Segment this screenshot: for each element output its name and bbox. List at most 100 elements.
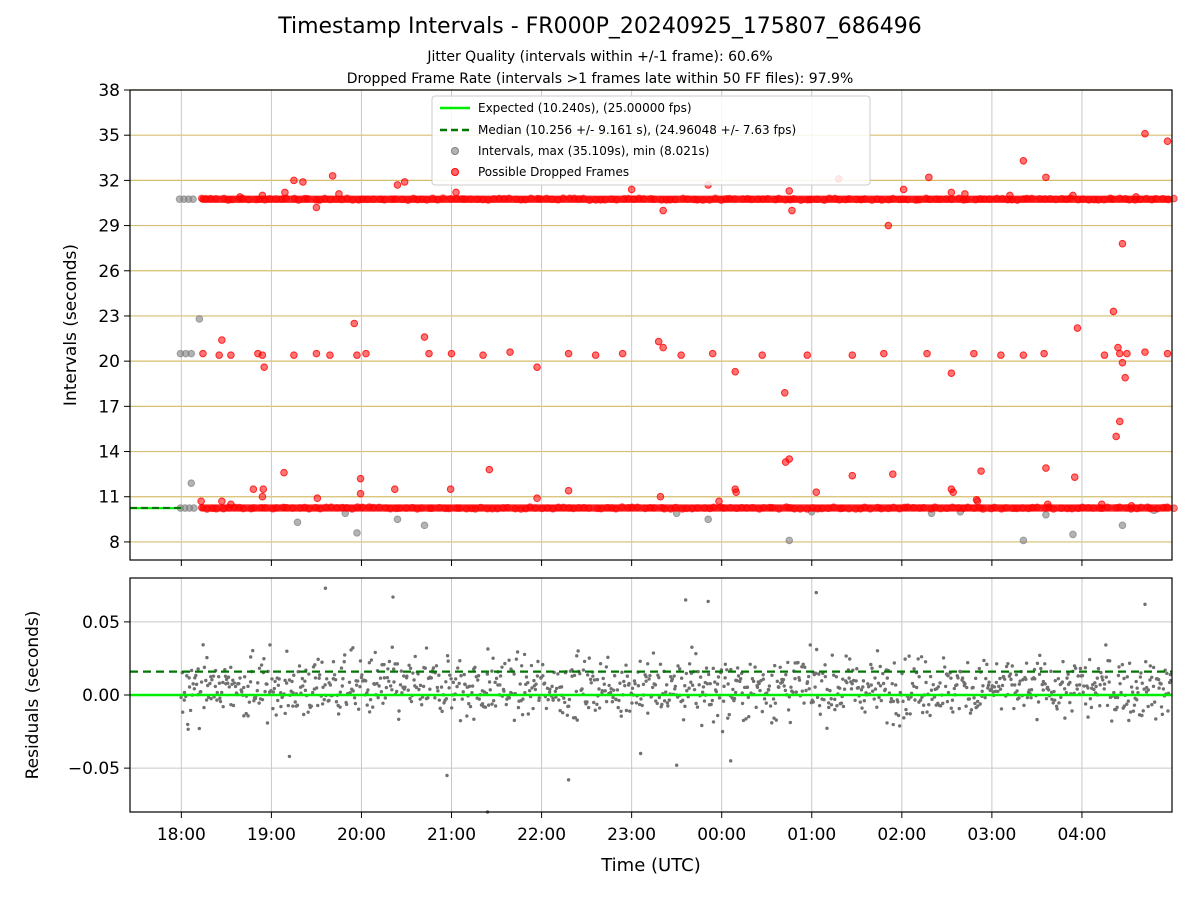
residual-point xyxy=(320,660,324,664)
interval-point xyxy=(1019,536,1028,545)
residual-point xyxy=(797,678,802,682)
residual-point xyxy=(440,709,444,714)
residual-point xyxy=(597,706,602,710)
residual-point xyxy=(690,645,694,649)
residual-point xyxy=(918,698,923,702)
residual-point xyxy=(360,673,364,677)
residual-point xyxy=(574,689,578,694)
residual-point xyxy=(347,680,352,684)
band-point xyxy=(1027,194,1036,203)
band-point xyxy=(527,194,535,203)
band-point xyxy=(774,194,783,203)
residual-point xyxy=(651,651,656,655)
residual-point xyxy=(1115,705,1119,710)
band-point xyxy=(612,196,621,204)
intervals-y-tick-label: 23 xyxy=(98,307,120,327)
residual-point xyxy=(532,678,536,683)
band-point xyxy=(948,503,957,512)
residual-point xyxy=(365,691,369,695)
dropped-frame-point xyxy=(715,497,723,506)
residual-point xyxy=(595,702,599,707)
residual-point xyxy=(814,671,818,675)
dropped-frame-point xyxy=(479,351,487,359)
band-point xyxy=(427,504,436,513)
residual-point xyxy=(696,669,700,674)
dropped-frame-point xyxy=(1100,351,1109,359)
residual-point xyxy=(1060,680,1065,684)
interval-point xyxy=(704,515,712,524)
residual-point xyxy=(470,691,474,695)
residual-point xyxy=(378,676,383,680)
dropped-frame-point xyxy=(899,185,908,194)
residual-point xyxy=(325,677,329,681)
residual-point xyxy=(1080,673,1085,678)
residual-point xyxy=(1063,716,1067,720)
residual-point xyxy=(1159,682,1163,686)
residual-point xyxy=(581,668,586,672)
dropped-frame-point xyxy=(199,349,207,358)
residual-point xyxy=(283,678,287,683)
band-point xyxy=(535,195,544,203)
residual-point xyxy=(1009,677,1013,682)
band-point xyxy=(731,195,739,203)
residual-point xyxy=(844,654,848,658)
x-tick-label: 22:00 xyxy=(517,825,566,845)
legend-intervals-marker xyxy=(451,147,459,155)
residual-point xyxy=(681,698,685,703)
residual-point xyxy=(985,662,989,667)
band-point xyxy=(612,505,620,513)
residual-point xyxy=(194,673,198,678)
residual-point xyxy=(1083,666,1088,670)
residual-point xyxy=(392,680,396,684)
residual-point xyxy=(273,679,277,684)
residual-point xyxy=(861,685,865,689)
band-point xyxy=(915,195,923,204)
residual-point xyxy=(248,680,253,684)
residual-point xyxy=(862,699,867,703)
band-point xyxy=(979,505,987,513)
residual-point xyxy=(989,687,994,691)
band-point xyxy=(1115,503,1124,511)
residual-point xyxy=(493,680,497,685)
dropped-frame-point xyxy=(732,488,740,497)
residual-point xyxy=(553,689,558,694)
residual-point xyxy=(522,652,527,657)
band-point xyxy=(369,195,378,203)
residual-point xyxy=(612,674,617,678)
residual-point xyxy=(381,701,385,705)
band-point xyxy=(699,196,707,204)
residual-point xyxy=(1151,665,1156,670)
residual-point xyxy=(721,699,726,703)
residual-point xyxy=(750,677,755,681)
residual-point xyxy=(766,688,771,692)
dropped-frame-point xyxy=(1042,173,1050,182)
residual-point xyxy=(1138,675,1143,679)
dropped-frame-point xyxy=(335,190,343,198)
residual-point xyxy=(866,682,870,686)
intervals-y-tick-label: 26 xyxy=(98,262,120,282)
residual-point xyxy=(823,663,827,667)
residual-point xyxy=(820,679,824,683)
residual-point xyxy=(981,684,985,688)
residual-point xyxy=(909,695,913,699)
residual-point xyxy=(470,684,475,688)
residual-point xyxy=(500,665,504,669)
band-point xyxy=(671,503,680,512)
residual-point xyxy=(1125,702,1129,706)
residual-point xyxy=(204,698,209,702)
residual-point xyxy=(592,700,596,705)
residuals-y-tick-label: −0.05 xyxy=(68,759,120,779)
residual-point xyxy=(537,698,541,703)
dropped-frame-point xyxy=(447,349,456,358)
residual-point xyxy=(602,682,606,686)
intervals-y-tick-label: 38 xyxy=(98,81,120,101)
band-point xyxy=(1100,195,1109,204)
residual-point xyxy=(891,722,895,727)
residual-point xyxy=(1168,672,1173,677)
residual-point xyxy=(973,676,978,681)
residual-point xyxy=(804,688,808,693)
residual-point xyxy=(720,729,725,734)
residual-point xyxy=(1038,653,1042,658)
residual-point xyxy=(603,689,607,693)
residual-point xyxy=(434,664,439,668)
